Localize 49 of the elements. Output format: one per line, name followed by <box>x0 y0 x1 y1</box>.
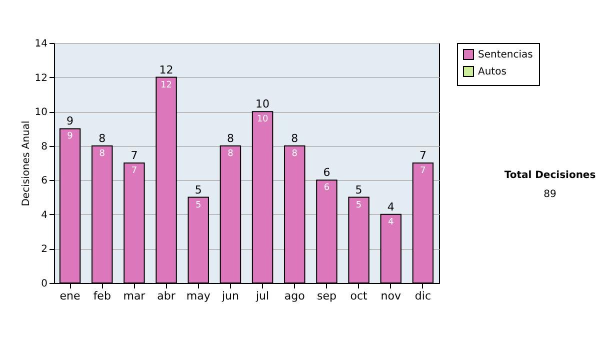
annotation: 5 <box>355 183 362 196</box>
annotation: 10 <box>256 98 270 111</box>
y-tick-label: 12 <box>34 72 48 84</box>
x-tick-label: dic <box>414 290 432 302</box>
x-tick-label: oct <box>350 290 368 302</box>
data-label: 8 <box>99 148 106 159</box>
data-label: 8 <box>292 148 298 159</box>
legend-label: Autos <box>478 66 506 78</box>
data-label: 9 <box>67 132 74 142</box>
data-label: 7 <box>131 166 138 176</box>
x-tick-label: mar <box>123 290 146 302</box>
y-tick-label: 4 <box>41 210 48 221</box>
annotation: 4 <box>387 200 394 214</box>
x-tick-label: nov <box>380 290 402 302</box>
annotation: 8 <box>291 132 298 145</box>
x-tick-label: jun <box>220 290 239 302</box>
annotation: 8 <box>226 132 234 145</box>
x-tick-label: sep <box>316 290 336 302</box>
y-tick-label: 0 <box>41 278 48 290</box>
x-tick-label: ene <box>60 290 81 302</box>
data-label: 12 <box>160 80 172 90</box>
y-tick-label: 10 <box>34 107 48 118</box>
y-tick-label: 14 <box>34 38 48 50</box>
data-label: 8 <box>228 148 234 159</box>
y-tick-label: 2 <box>41 244 48 256</box>
data-label: 4 <box>388 217 394 228</box>
annotation: 9 <box>66 114 74 128</box>
data-label: 5 <box>356 200 362 210</box>
annotation: 8 <box>98 132 106 145</box>
text: Total Decisiones <box>503 170 597 181</box>
data-label: 6 <box>324 183 330 194</box>
x-tick-label: abr <box>157 290 176 302</box>
data-label: 10 <box>256 114 269 125</box>
x-tick-label: jul <box>254 290 270 302</box>
x-tick-label: may <box>186 290 211 302</box>
data-label: 5 <box>196 200 202 210</box>
y-tick-label: 8 <box>41 141 48 152</box>
annotation: 12 <box>159 63 174 76</box>
annotation: 5 <box>194 183 202 196</box>
annotation: 7 <box>130 149 138 162</box>
x-tick-label: ago <box>284 290 306 302</box>
data-label: 7 <box>420 166 426 176</box>
legend-label: Sentencias <box>478 50 533 60</box>
text: 89 <box>542 189 558 200</box>
y-tick-label: 6 <box>41 176 48 187</box>
x-tick-label: feb <box>93 290 111 302</box>
y-axis-title: Decisiones Anual <box>20 120 32 206</box>
annotation: 7 <box>419 149 426 162</box>
annotation: 6 <box>323 166 330 180</box>
